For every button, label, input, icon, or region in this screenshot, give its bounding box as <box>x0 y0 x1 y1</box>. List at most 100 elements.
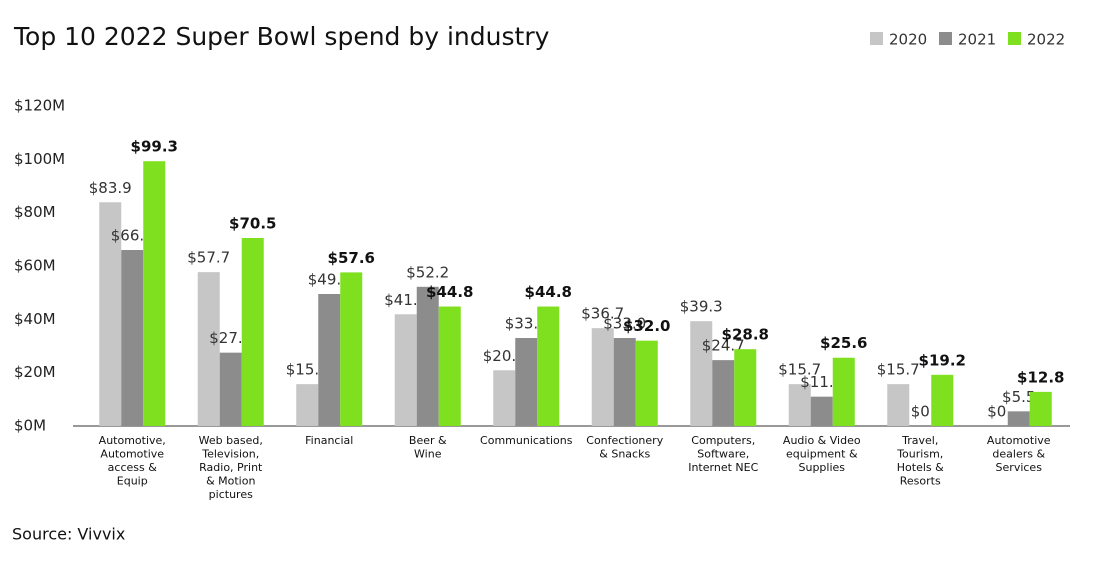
bar <box>121 250 144 426</box>
bar <box>1029 391 1052 426</box>
y-tick-label: $40M <box>14 310 56 328</box>
x-tick-label: Financial <box>305 434 353 447</box>
bar <box>416 286 439 426</box>
bar <box>690 321 713 426</box>
y-tick-label: $80M <box>14 203 56 221</box>
value-label: $83.9 <box>89 179 132 197</box>
bar <box>613 338 636 426</box>
value-label: $70.5 <box>229 215 276 233</box>
bar <box>537 306 560 426</box>
value-label: $41.9 <box>384 291 427 309</box>
x-tick-label: Wine <box>414 448 442 461</box>
bar <box>515 338 538 426</box>
value-label: $20.9 <box>483 347 526 365</box>
value-label: $36.7 <box>581 305 624 323</box>
x-tick-label: Beer & <box>409 434 447 447</box>
value-label: $28.8 <box>722 326 769 344</box>
bar <box>493 370 516 426</box>
x-tick-label: dealers & <box>992 448 1045 461</box>
value-label: $15.7 <box>877 361 920 379</box>
x-tick-label: Supplies <box>798 461 845 474</box>
value-label: $0 <box>987 403 1006 421</box>
value-label: $99.3 <box>131 138 178 156</box>
bar <box>712 360 735 426</box>
x-tick-label: Audio & Video <box>783 434 861 447</box>
x-tick-label: & Snacks <box>599 448 650 461</box>
value-label: $66.0 <box>111 227 154 245</box>
bar <box>832 357 855 426</box>
y-tick-label: $20M <box>14 363 56 381</box>
legend-label: 2022 <box>1027 31 1065 49</box>
bar <box>591 328 614 426</box>
legend-swatch <box>870 32 883 45</box>
value-label: $57.6 <box>328 249 375 267</box>
value-label: $39.3 <box>680 298 723 316</box>
x-tick-label: Tourism, <box>896 448 943 461</box>
x-tick-label: Automotive <box>100 448 164 461</box>
chart-title: Top 10 2022 Super Bowl spend by industry <box>13 22 550 51</box>
bar <box>99 202 122 426</box>
x-tick-label: equipment & <box>786 448 858 461</box>
x-tick-label: Television, <box>201 448 259 461</box>
value-label: $33.0 <box>603 315 646 333</box>
y-tick-label: $0M <box>14 417 46 435</box>
bar <box>241 238 264 426</box>
bar <box>438 306 461 426</box>
y-tick-label: $60M <box>14 257 56 275</box>
x-tick-label: access & <box>108 461 158 474</box>
legend-swatch <box>1008 32 1021 45</box>
y-tick-label: $120M <box>14 97 65 115</box>
legend-label: 2021 <box>958 31 996 49</box>
value-label: $52.2 <box>406 263 449 281</box>
value-label: $25.6 <box>820 334 867 352</box>
bar <box>143 161 166 426</box>
x-tick-label: Confectionery <box>586 434 663 447</box>
value-label: $27.5 <box>209 329 252 347</box>
value-label: $57.7 <box>187 249 230 267</box>
bar <box>931 374 954 426</box>
x-tick-label: Services <box>996 461 1043 474</box>
value-label: $33.0 <box>505 315 548 333</box>
bar <box>788 384 811 426</box>
x-tick-label: Communications <box>480 434 573 447</box>
x-tick-label: pictures <box>209 488 253 501</box>
value-label: $49.5 <box>308 271 351 289</box>
x-tick-label: Software, <box>697 448 749 461</box>
x-tick-label: Computers, <box>691 434 755 447</box>
x-tick-label: Equip <box>117 475 148 488</box>
x-tick-label: Hotels & <box>897 461 944 474</box>
bar <box>1007 411 1030 426</box>
value-label: $44.8 <box>525 283 572 301</box>
bar <box>810 396 833 426</box>
x-tick-label: Resorts <box>900 475 941 488</box>
bar <box>887 384 910 426</box>
bar <box>318 294 341 426</box>
x-tick-label: Internet NEC <box>688 461 758 474</box>
legend-label: 2020 <box>889 31 927 49</box>
bar <box>296 384 319 426</box>
x-tick-label: & Motion <box>206 475 255 488</box>
bar <box>197 272 220 426</box>
value-label: $11.0 <box>800 373 843 391</box>
value-label: $12.8 <box>1017 368 1064 386</box>
y-tick-label: $100M <box>14 150 65 168</box>
bar <box>340 272 363 426</box>
x-tick-label: Radio, Print <box>199 461 263 474</box>
x-tick-label: Automotive <box>987 434 1051 447</box>
x-tick-label: Web based, <box>199 434 263 447</box>
x-tick-label: Travel, <box>901 434 938 447</box>
value-label: $15.7 <box>286 361 329 379</box>
value-label: $0 <box>911 403 930 421</box>
x-tick-label: Automotive, <box>99 434 166 447</box>
bar <box>734 349 757 426</box>
value-label: $32.0 <box>623 317 670 335</box>
bar <box>635 340 658 426</box>
source: Source: Vivvix <box>12 525 125 544</box>
value-label: $44.8 <box>426 283 473 301</box>
value-label: $15.7 <box>778 361 821 379</box>
bar <box>394 314 417 426</box>
value-label: $5.5 <box>1002 388 1035 406</box>
value-label: $24.7 <box>702 337 745 355</box>
bar <box>219 352 242 426</box>
